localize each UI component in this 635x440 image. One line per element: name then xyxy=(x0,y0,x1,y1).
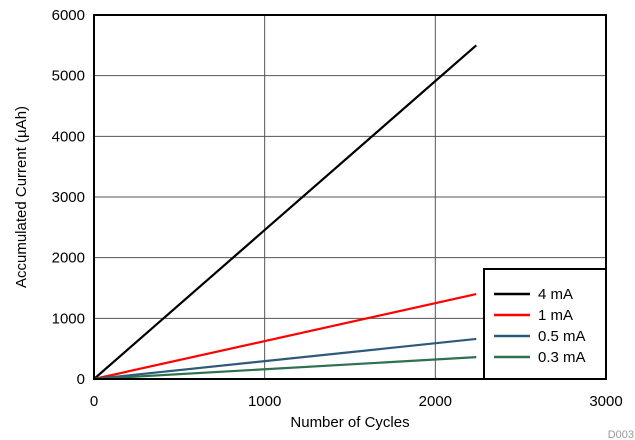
x-tick-labels: 0 1000 2000 3000 xyxy=(90,393,623,410)
legend-label-3: 0.3 mA xyxy=(538,349,586,366)
x-tick-label-1: 1000 xyxy=(248,393,281,410)
x-tick-label-2: 2000 xyxy=(419,393,452,410)
legend-box xyxy=(483,268,607,380)
figure-id: D003 xyxy=(608,429,634,440)
legend-label-0: 4 mA xyxy=(538,286,573,303)
plot-frame xyxy=(93,14,607,380)
x-tick-label-3: 3000 xyxy=(589,393,622,410)
y-tick-label-1: 1000 xyxy=(52,310,85,327)
legend-label-1: 1 mA xyxy=(538,307,573,324)
legend-label-2: 0.5 mA xyxy=(538,328,586,345)
series-line-1 xyxy=(93,292,477,381)
x-axis-label: Number of Cycles xyxy=(290,414,409,431)
grid-lines xyxy=(94,15,606,379)
series-line-2 xyxy=(93,337,477,381)
y-tick-label-5: 5000 xyxy=(52,68,85,85)
y-tick-label-2: 2000 xyxy=(52,250,85,267)
series-line-3 xyxy=(93,356,477,381)
y-tick-label-6: 6000 xyxy=(52,7,85,24)
y-axis-label: Accumulated Current (µAh) xyxy=(13,106,30,288)
y-tick-label-0: 0 xyxy=(77,371,85,388)
series-line-0 xyxy=(93,44,478,380)
legend: 4 mA 1 mA 0.5 mA 0.3 mA xyxy=(483,268,607,380)
y-tick-label-3: 3000 xyxy=(52,189,85,206)
x-tick-label-0: 0 xyxy=(90,393,98,410)
y-tick-labels: 0 1000 2000 3000 4000 5000 6000 xyxy=(52,7,85,388)
y-tick-label-4: 4000 xyxy=(52,128,85,145)
series-lines xyxy=(93,44,478,381)
